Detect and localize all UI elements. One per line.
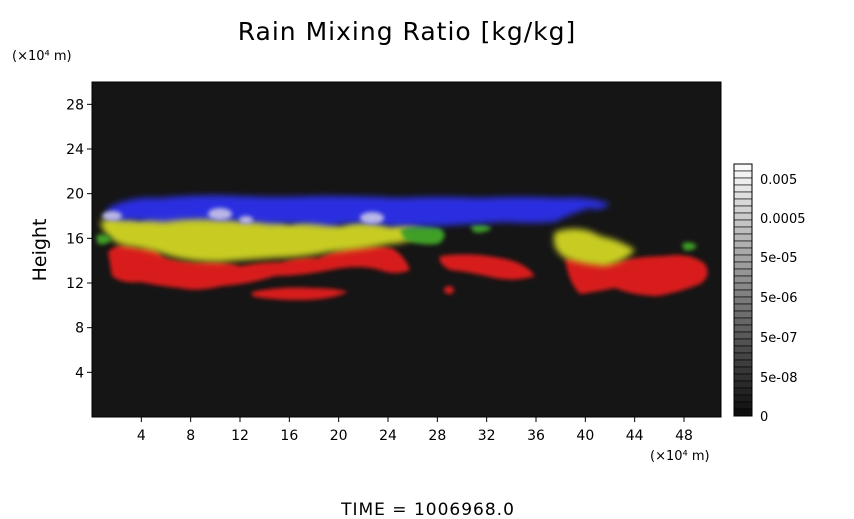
x-tick-label: 40: [576, 428, 594, 444]
colorbar-label: 5e-05: [760, 251, 798, 266]
colorbar-segment: [733, 275, 753, 284]
colorbar-segment: [733, 289, 753, 298]
colorbar-segment: [733, 359, 753, 368]
y-axis-ticks: 4 8 12 16 20 24 28: [66, 97, 92, 381]
colorbar-segment: [733, 387, 753, 396]
chart-title: Rain Mixing Ratio [kg/kg]: [238, 17, 577, 46]
y-tick-label: 12: [66, 276, 84, 292]
y-axis-unit: (×10⁴ m): [12, 49, 72, 64]
blue-layer: [107, 195, 610, 226]
colorbar-label: 0.005: [760, 173, 797, 188]
colorbar-segment: [733, 324, 753, 333]
colorbar-segment: [733, 303, 753, 312]
y-tick-label: 20: [66, 187, 84, 203]
y-tick-label: 4: [75, 365, 84, 381]
field-layers: [96, 195, 708, 300]
x-tick-label: 28: [428, 428, 446, 444]
colorbar-segment: [733, 373, 753, 382]
x-tick-label: 20: [330, 428, 348, 444]
colorbar-segment: [733, 310, 753, 319]
colorbar-segment: [733, 184, 753, 193]
colorbar-label: 0: [760, 410, 768, 425]
colorbar-segment: [733, 366, 753, 375]
colorbar-segment: [733, 198, 753, 207]
colorbar-segment: [733, 247, 753, 256]
colorbar-segment: [733, 261, 753, 270]
x-tick-label: 4: [137, 428, 146, 444]
red-layer: [108, 244, 708, 300]
colorbar: 0.005 0.0005 5e-05 5e-06 5e-07 5e-08 0: [733, 163, 806, 425]
colorbar-segment: [733, 345, 753, 354]
x-tick-label: 8: [186, 428, 195, 444]
colorbar-label: 5e-06: [760, 291, 798, 306]
x-tick-label: 12: [231, 428, 249, 444]
colorbar-segment: [733, 191, 753, 200]
colorbar-segment: [733, 352, 753, 361]
colorbar-frame: [733, 163, 753, 417]
x-tick-label: 32: [478, 428, 496, 444]
colorbar-segment: [733, 254, 753, 263]
x-axis-unit: (×10⁴ m): [650, 449, 710, 464]
colorbar-segment: [733, 177, 753, 186]
colorbar-segment: [733, 233, 753, 242]
x-tick-label: 16: [280, 428, 298, 444]
colorbar-segment: [733, 394, 753, 403]
colorbar-segment: [733, 282, 753, 291]
colorbar-label: 5e-07: [760, 331, 798, 346]
colorbar-label: 5e-08: [760, 371, 798, 386]
x-tick-label: 48: [675, 428, 693, 444]
colorbar-segment: [733, 401, 753, 410]
x-axis-ticks: 4 8 12 16 20 24 28 32 36 40 44 48: [137, 417, 693, 444]
colorbar-segment: [733, 317, 753, 326]
y-tick-label: 8: [75, 321, 84, 337]
colorbar-segment: [733, 205, 753, 214]
y-tick-label: 28: [66, 97, 84, 113]
colorbar-segment: [733, 296, 753, 305]
colorbar-segment: [733, 170, 753, 179]
green-accents: [96, 224, 697, 251]
colorbar-segment: [733, 226, 753, 235]
y-tick-label: 24: [66, 142, 84, 158]
colorbar-segment: [733, 338, 753, 347]
yellow-layer: [100, 211, 635, 266]
colorbar-segment: [733, 380, 753, 389]
colorbar-segment: [733, 268, 753, 277]
colorbar-segment: [733, 331, 753, 340]
colorbar-segment: [733, 163, 753, 172]
time-label: TIME = 1006968.0: [340, 500, 515, 519]
pale-highlights: [102, 208, 384, 224]
y-tick-label: 16: [66, 231, 84, 247]
colorbar-segment: [733, 240, 753, 249]
colorbar-segment: [733, 408, 753, 417]
x-tick-label: 36: [527, 428, 545, 444]
y-axis-label: Height: [29, 219, 51, 282]
x-tick-label: 24: [379, 428, 397, 444]
colorbar-label: 0.0005: [760, 212, 806, 227]
colorbar-segment: [733, 212, 753, 221]
x-tick-label: 44: [626, 428, 644, 444]
colorbar-segment: [733, 219, 753, 228]
